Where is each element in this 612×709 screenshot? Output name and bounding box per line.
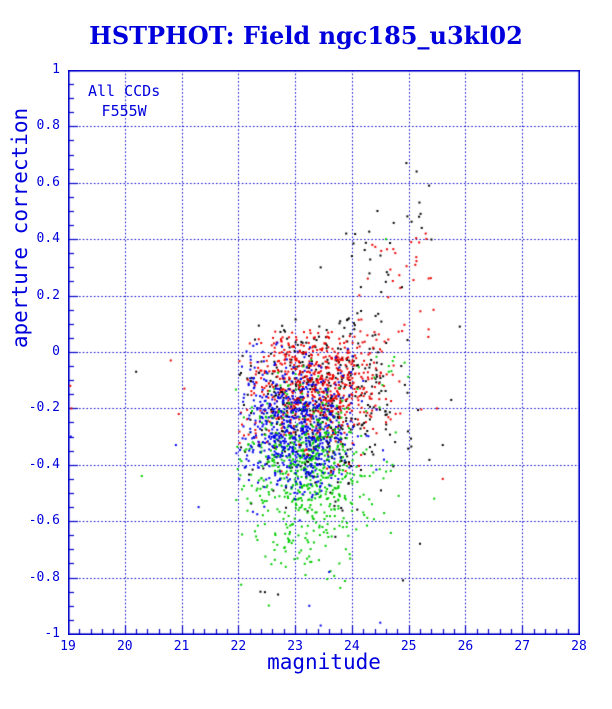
- y-tick-label: 0: [52, 344, 60, 359]
- y-tick-label: -0.6: [28, 513, 60, 529]
- x-tick-label: 27: [514, 639, 531, 654]
- x-tick-label: 21: [173, 639, 190, 654]
- y-tick-label: 0.4: [36, 231, 60, 247]
- x-tick-label: 24: [344, 639, 360, 654]
- x-tick-label: 28: [571, 639, 587, 654]
- y-tick-label: -0.2: [28, 400, 60, 416]
- y-tick-label: 1: [52, 62, 60, 77]
- y-axis-label: aperture correction: [8, 107, 32, 349]
- x-tick-label: 22: [230, 639, 247, 654]
- x-tick-label: 23: [287, 639, 303, 654]
- x-tick-label: 19: [60, 639, 76, 654]
- y-tick-label: -0.4: [28, 456, 60, 472]
- x-tick-label: 25: [400, 639, 417, 654]
- scatter-plot-canvas: [68, 70, 580, 635]
- y-tick-label: 0.2: [36, 287, 60, 303]
- y-tick-label: -0.8: [28, 569, 60, 585]
- annotation-line-ccds: All CCDs: [88, 82, 161, 100]
- y-tick-label: -1: [44, 626, 60, 641]
- y-tick-label: 0.6: [36, 174, 60, 190]
- x-axis-label: magnitude: [267, 650, 381, 674]
- y-tick-label: 0.8: [36, 118, 60, 134]
- annotation-line-filter: F555W: [101, 102, 147, 120]
- chart-title: HSTPHOT: Field ngc185_u3kl02: [89, 21, 523, 50]
- plot-annotation: All CCDs F555W: [88, 81, 160, 121]
- x-tick-label: 26: [457, 639, 474, 654]
- x-tick-label: 20: [116, 639, 133, 654]
